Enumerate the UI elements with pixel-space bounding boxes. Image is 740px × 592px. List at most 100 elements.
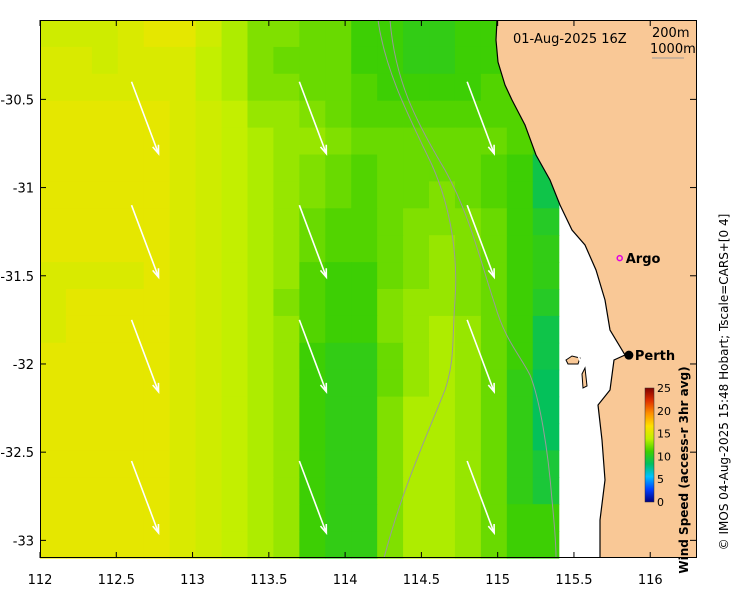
wind-cell	[247, 100, 275, 129]
wind-cell	[429, 423, 456, 451]
wind-cell	[169, 315, 197, 344]
wind-cell	[169, 181, 197, 209]
wind-cell	[169, 289, 197, 317]
wind-cell	[221, 531, 249, 559]
wind-cell	[506, 154, 534, 182]
wind-cell	[221, 235, 249, 263]
wind-cell	[40, 315, 67, 344]
wind-cell	[169, 423, 197, 451]
wind-cell	[65, 46, 93, 75]
wind-cell	[40, 531, 67, 559]
wind-cell	[91, 208, 119, 236]
wind-cell	[65, 20, 93, 48]
wind-cell	[247, 477, 275, 505]
wind-cell	[195, 342, 223, 371]
colorbar-title: Wind Speed (access-r 3hr avg)	[677, 366, 691, 573]
wind-cell	[454, 127, 482, 156]
colorbar-tick-label: 15	[657, 428, 671, 441]
wind-cell	[247, 342, 275, 371]
wind-cell	[195, 315, 223, 344]
wind-cell	[429, 450, 456, 478]
wind-cell	[403, 369, 430, 398]
wind-cell	[532, 369, 560, 398]
wind-cell	[143, 208, 171, 236]
wind-cell	[195, 396, 223, 425]
wind-cell	[247, 208, 275, 236]
wind-cell	[117, 369, 145, 398]
wind-cell	[221, 46, 249, 75]
wind-cell	[65, 396, 93, 425]
wind-cell	[377, 369, 404, 398]
isobath-200m	[389, 19, 557, 559]
wind-arrow	[298, 204, 328, 280]
wind-cell	[117, 531, 145, 559]
wind-cell	[91, 450, 119, 478]
wind-cell	[143, 477, 171, 505]
wind-cell	[429, 531, 456, 559]
wind-cell	[195, 235, 223, 263]
wind-cell	[532, 477, 560, 505]
timestamp-label: 01-Aug-2025 16Z	[513, 32, 627, 47]
wind-cell	[40, 450, 67, 478]
wind-cell	[143, 315, 171, 344]
wind-cell	[325, 20, 352, 48]
wind-cell	[454, 369, 482, 398]
wind-cell	[480, 235, 508, 263]
wind-cell	[351, 342, 378, 371]
wind-cell	[40, 235, 67, 263]
wind-cell	[480, 423, 508, 451]
wind-cell	[325, 235, 352, 263]
wind-cell	[247, 46, 275, 75]
wind-cell	[377, 477, 404, 505]
wind-cell	[65, 100, 93, 129]
wind-cell	[299, 181, 326, 209]
isobath-label-1000m: 1000m	[650, 42, 696, 57]
wind-cell	[143, 20, 171, 48]
wind-cell	[273, 342, 300, 371]
wind-cell	[273, 477, 300, 505]
coastline	[495, 19, 626, 558]
wind-cell	[273, 531, 300, 559]
wind-cell	[40, 208, 67, 236]
wind-cell	[40, 154, 67, 182]
x-tick-label: 112.5	[98, 573, 135, 588]
wind-cell	[351, 100, 378, 129]
wind-cell	[273, 181, 300, 209]
wind-cell	[273, 504, 300, 532]
wind-cell	[377, 235, 404, 263]
wind-cell	[65, 504, 93, 532]
wind-cell	[65, 208, 93, 236]
wind-cell	[143, 369, 171, 398]
wind-cell	[480, 450, 508, 478]
wind-cell	[117, 315, 145, 344]
wind-cell	[351, 181, 378, 209]
wind-speed-field	[40, 20, 560, 559]
wind-cell	[91, 262, 119, 290]
wind-cell	[325, 289, 352, 317]
wind-cell	[325, 450, 352, 478]
wind-cell	[351, 289, 378, 317]
wind-arrow	[130, 81, 160, 156]
wind-cell	[40, 504, 67, 532]
wind-cell	[454, 20, 482, 48]
wind-cell	[221, 504, 249, 532]
wind-cell	[429, 315, 456, 344]
wind-cell	[506, 208, 534, 236]
wind-cell	[40, 477, 67, 505]
wind-cell	[65, 235, 93, 263]
wind-cell	[195, 504, 223, 532]
wind-cell	[429, 369, 456, 398]
wind-cell	[117, 127, 145, 156]
wind-cell	[325, 208, 352, 236]
wind-cell	[506, 342, 534, 371]
wind-cell	[117, 46, 145, 75]
wind-cell	[40, 20, 67, 48]
wind-cell	[117, 342, 145, 371]
colorbar-tick-label: 25	[657, 382, 671, 395]
wind-cell	[143, 46, 171, 75]
wind-cell	[143, 73, 171, 102]
wind-cell	[91, 369, 119, 398]
wind-cell	[221, 450, 249, 478]
wind-cell	[117, 289, 145, 317]
